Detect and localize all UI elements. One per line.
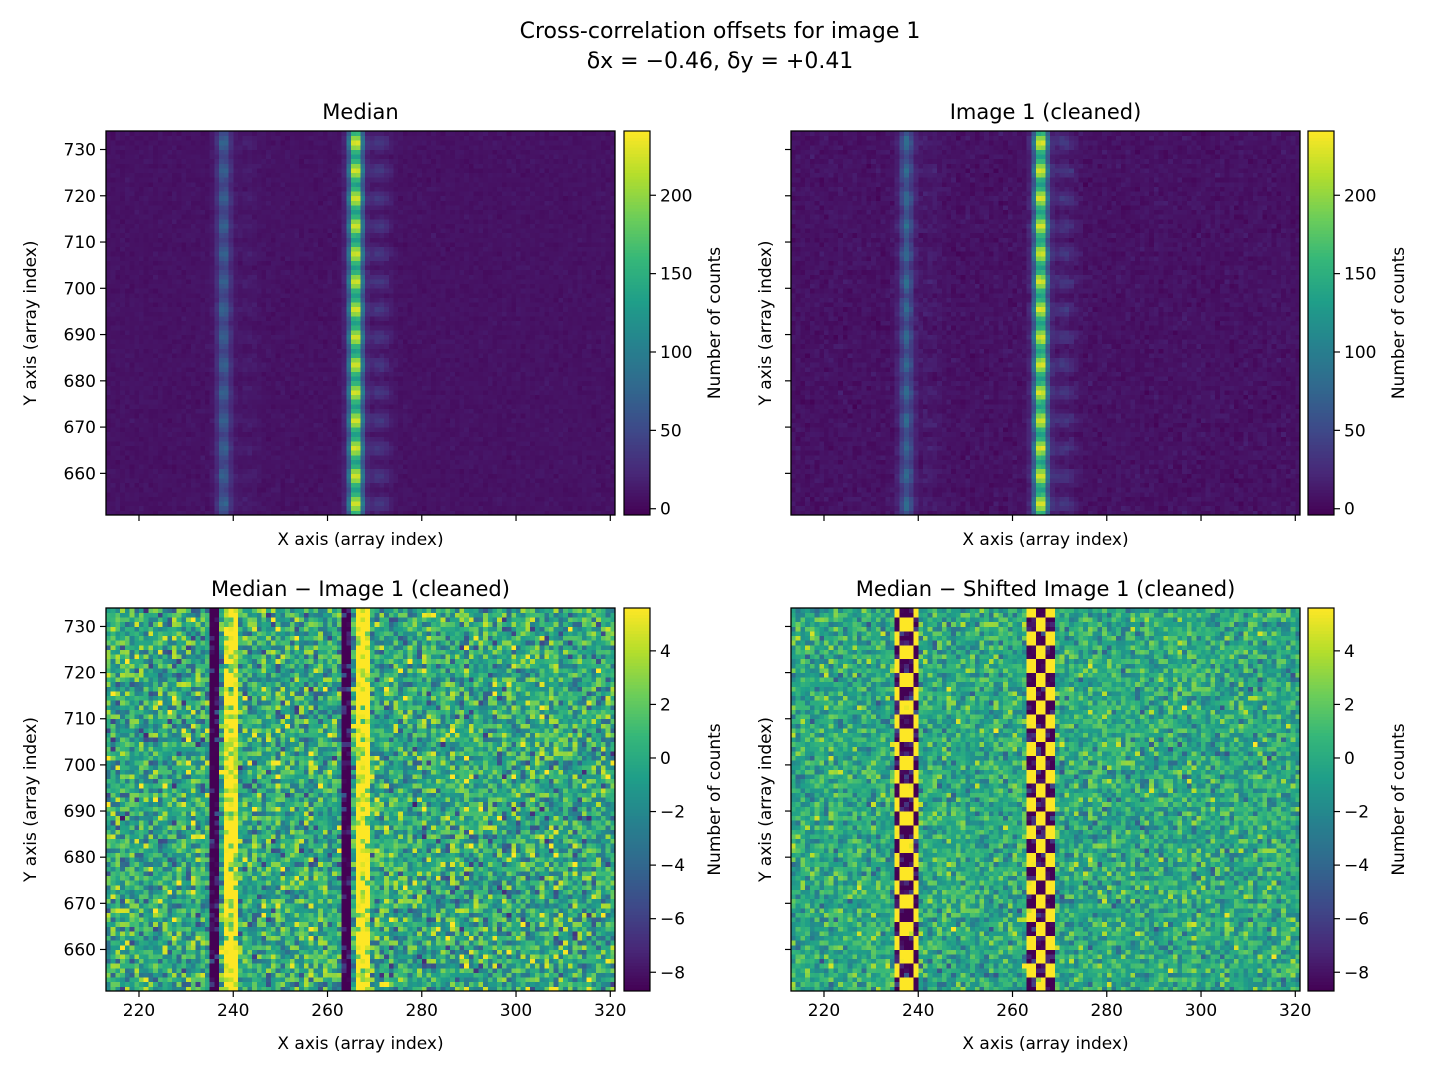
x-axis-label: X axis (array index) <box>962 1034 1128 1054</box>
colorbar-tick-label: 100 <box>1344 343 1376 363</box>
colorbar-tick-label: 0 <box>660 749 671 769</box>
x-tick-label: 320 <box>594 1001 626 1021</box>
colorbar-tick-label: 4 <box>1344 642 1355 662</box>
colorbar-tick-label: 50 <box>660 421 682 441</box>
colorbar-tick-label: 200 <box>1344 186 1376 206</box>
x-axis-label: X axis (array index) <box>962 530 1128 550</box>
colorbar-label: Number of counts <box>1389 723 1409 875</box>
colorbar-tick-label: 200 <box>660 186 692 206</box>
colorbar-label: Number of counts <box>705 247 725 399</box>
colorbar-tick-label: 0 <box>1344 749 1355 769</box>
panel-2: Image 1 (cleaned) X axis (array index) Y a… <box>756 100 1409 550</box>
colorbar <box>1308 131 1334 516</box>
x-tick-label: 260 <box>996 1001 1028 1021</box>
y-tick-label: 670 <box>64 894 96 914</box>
colorbar <box>1308 608 1334 992</box>
y-tick-label: 680 <box>64 372 96 392</box>
heatmap-image <box>791 131 1300 515</box>
y-tick-label: 700 <box>64 279 96 299</box>
y-tick-label: 660 <box>64 464 96 484</box>
y-tick-label: 660 <box>64 940 96 960</box>
y-tick-label: 690 <box>64 802 96 822</box>
colorbar-tick-label: −2 <box>1344 803 1369 823</box>
colorbar-tick-label: 50 <box>1344 421 1366 441</box>
y-tick-label: 720 <box>64 187 96 207</box>
panel-title: Image 1 (cleaned) <box>950 100 1142 124</box>
y-axis-label: Y axis (array index) <box>756 717 776 883</box>
colorbar-tick-label: −4 <box>660 856 685 876</box>
x-tick-label: 220 <box>808 1001 840 1021</box>
y-tick-label: 680 <box>64 848 96 868</box>
colorbar-tick-label: 2 <box>660 695 671 715</box>
y-tick-label: 700 <box>64 756 96 776</box>
y-axis-label: Y axis (array index) <box>21 240 41 406</box>
y-tick-label: 720 <box>64 664 96 684</box>
y-axis-label: Y axis (array index) <box>756 240 776 406</box>
panel-1: Median X axis (array index) 660 670 680 690 70… <box>21 100 725 550</box>
y-tick-label: 710 <box>64 233 96 253</box>
y-tick-label: 670 <box>64 418 96 438</box>
colorbar-tick-label: 2 <box>1344 695 1355 715</box>
colorbar-tick-label: 0 <box>660 500 671 520</box>
y-axis-label: Y axis (array index) <box>21 717 41 883</box>
colorbar-label: Number of counts <box>705 723 725 875</box>
x-axis-label: X axis (array index) <box>277 530 443 550</box>
heatmap-image <box>106 131 615 515</box>
colorbar-tick-label: −2 <box>660 803 685 823</box>
panel-title: Median − Shifted Image 1 (cleaned) <box>856 577 1236 601</box>
colorbar-tick-label: 4 <box>660 642 671 662</box>
x-tick-label: 300 <box>1185 1001 1217 1021</box>
heatmap-image <box>106 608 615 991</box>
x-axis-label: X axis (array index) <box>277 1034 443 1054</box>
panel-title: Median − Image 1 (cleaned) <box>211 577 510 601</box>
colorbar <box>624 608 650 992</box>
x-tick-label: 280 <box>406 1001 438 1021</box>
colorbar-tick-label: 100 <box>660 343 692 363</box>
colorbar-tick-label: −6 <box>660 910 685 930</box>
x-tick-label: 220 <box>123 1001 155 1021</box>
colorbar-label: Number of counts <box>1389 247 1409 399</box>
y-tick-label: 730 <box>64 617 96 637</box>
x-tick-label: 320 <box>1279 1001 1311 1021</box>
colorbar-tick-label: −6 <box>1344 910 1369 930</box>
colorbar-tick-label: 150 <box>660 265 692 285</box>
x-tick-label: 280 <box>1091 1001 1123 1021</box>
panel-title: Median <box>322 100 398 124</box>
colorbar-tick-label: 0 <box>1344 500 1355 520</box>
colorbar-tick-label: −4 <box>1344 856 1369 876</box>
panel-3: Median − Image 1 (cleaned)220 240 260 280 30… <box>21 577 725 1054</box>
colorbar-tick-label: −8 <box>660 963 685 983</box>
x-tick-label: 240 <box>217 1001 249 1021</box>
heatmap-image <box>791 608 1300 991</box>
colorbar-tick-label: 150 <box>1344 265 1376 285</box>
x-tick-label: 240 <box>902 1001 934 1021</box>
y-tick-label: 730 <box>64 141 96 161</box>
panel-4: Median − Shifted Image 1 (cleaned)220 240… <box>756 577 1409 1054</box>
colorbar <box>624 131 650 516</box>
y-tick-label: 690 <box>64 326 96 346</box>
y-tick-label: 710 <box>64 710 96 730</box>
colorbar-tick-label: −8 <box>1344 963 1369 983</box>
x-tick-label: 260 <box>311 1001 343 1021</box>
x-tick-label: 300 <box>500 1001 532 1021</box>
